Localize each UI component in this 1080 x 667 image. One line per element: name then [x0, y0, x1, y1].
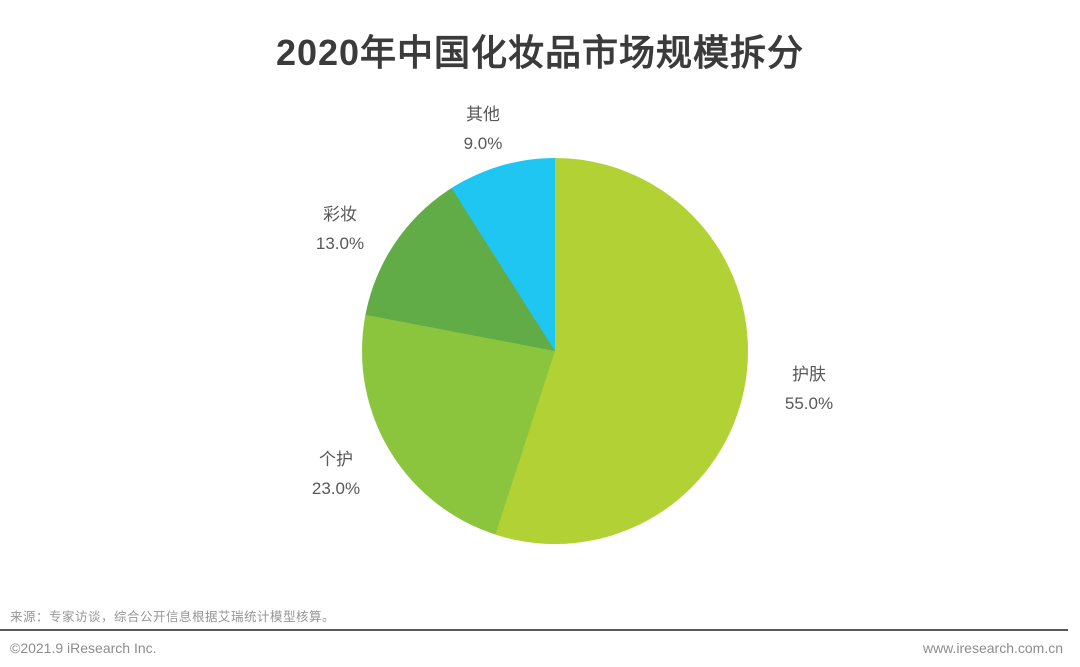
pie-label-personal-care: 个护 23.0% [312, 445, 360, 503]
pie-label-skincare-value: 55.0% [784, 394, 834, 413]
footer-website: www.iresearch.com.cn [922, 640, 1063, 656]
pie-label-other-name: 其他 [466, 105, 500, 124]
pie-label-skincare: 护肤 55.0% [785, 360, 833, 418]
pie-chart [362, 158, 748, 544]
pie-label-personal-care-value: 23.0% [311, 479, 361, 498]
pie-label-skincare-name: 护肤 [791, 365, 826, 384]
pie-label-makeup: 彩妆 13.0% [316, 200, 364, 258]
footer-copyright: ©2021.9 iResearch Inc. [10, 640, 157, 656]
source-note: 来源：专家访谈，综合公开信息根据艾瑞统计模型核算。 [10, 610, 336, 624]
pie-label-other-value: 9.0% [463, 134, 503, 153]
pie-label-personal-care-name: 个护 [318, 450, 353, 469]
chart-title: 2020年中国化妆品市场规模拆分 [275, 32, 805, 73]
footer-divider [0, 629, 1068, 631]
pie-label-makeup-name: 彩妆 [322, 205, 357, 224]
pie-label-other: 其他 9.0% [464, 100, 503, 158]
pie-label-makeup-value: 13.0% [315, 234, 365, 253]
